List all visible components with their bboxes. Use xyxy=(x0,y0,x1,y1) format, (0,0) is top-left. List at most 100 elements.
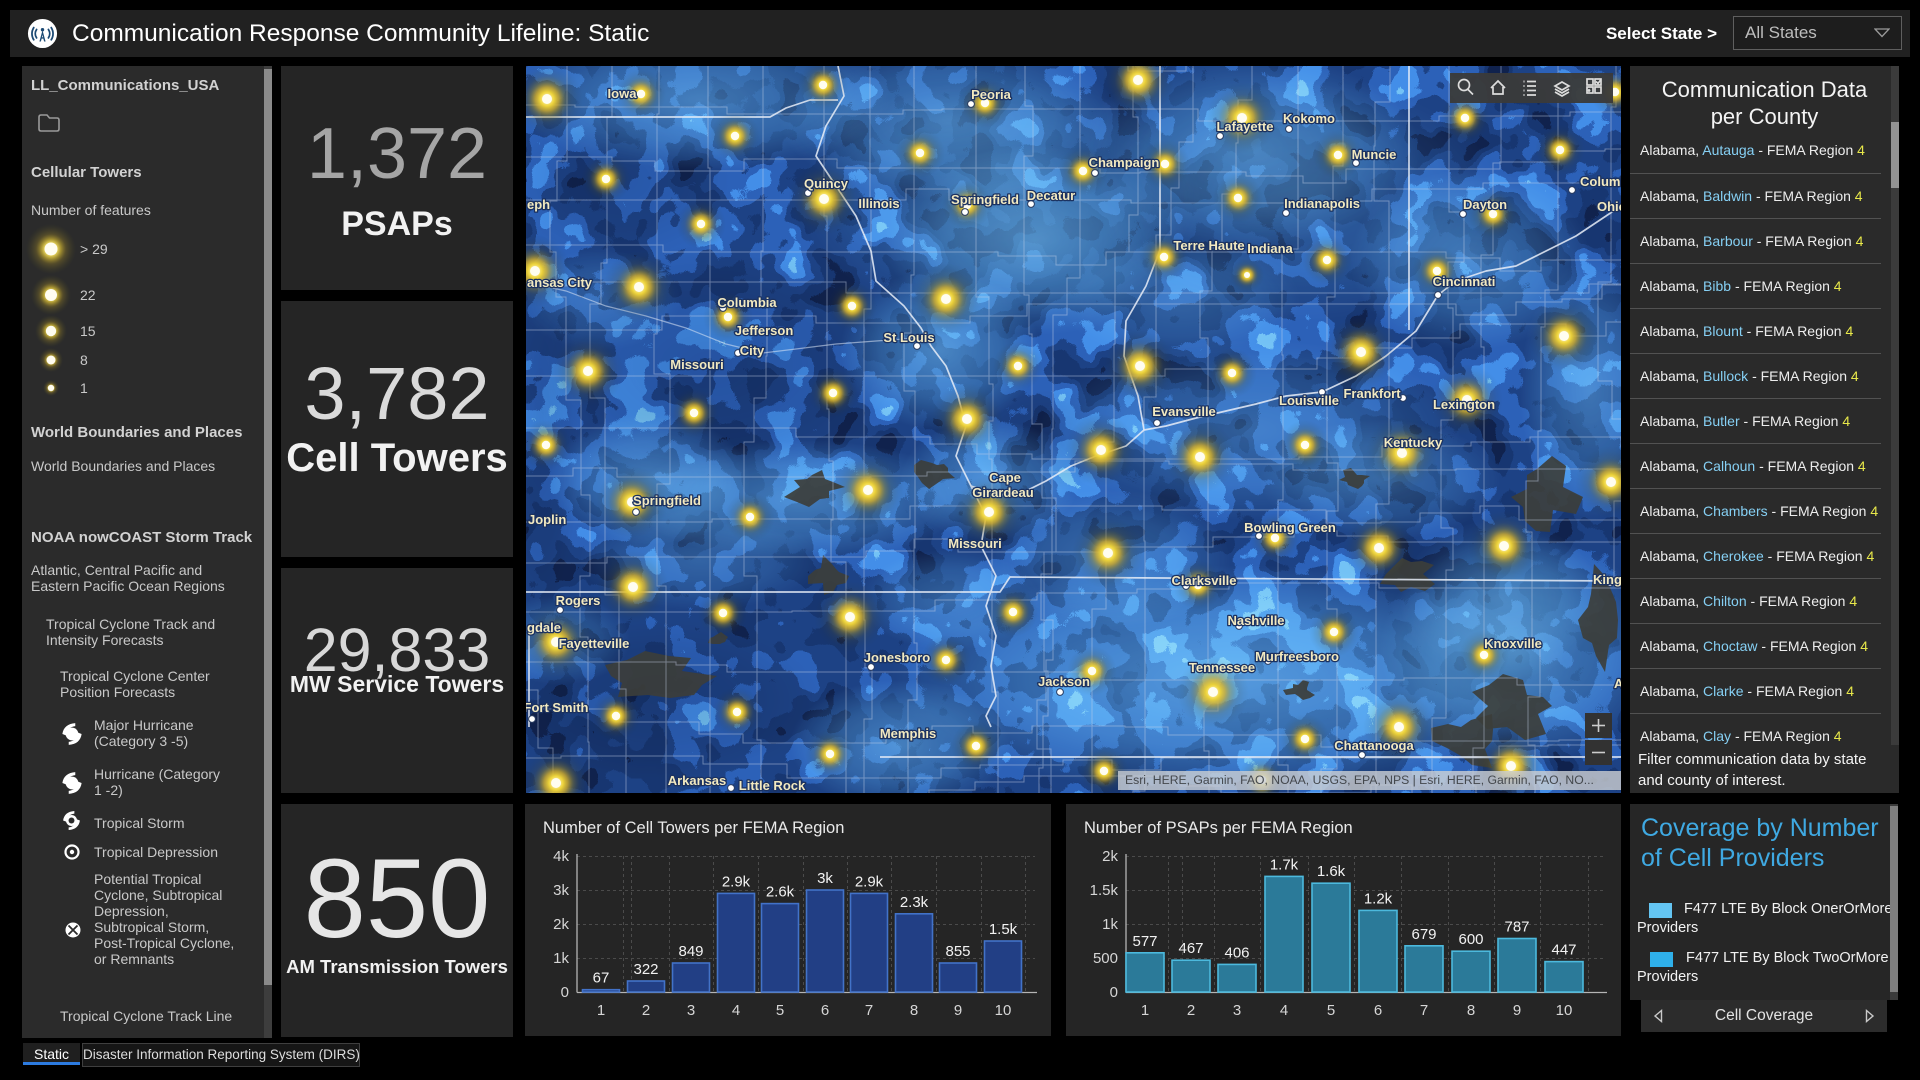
svg-text:10: 10 xyxy=(995,1002,1012,1019)
svg-text:Illinois: Illinois xyxy=(858,196,899,211)
svg-text:Bowling Green: Bowling Green xyxy=(1244,520,1336,535)
svg-text:Arkansas: Arkansas xyxy=(668,773,727,788)
svg-text:1: 1 xyxy=(597,1002,605,1019)
svg-text:Knoxville: Knoxville xyxy=(1484,636,1542,651)
svg-text:4k: 4k xyxy=(553,848,569,865)
svg-text:2k: 2k xyxy=(553,916,569,933)
svg-text:Jefferson: Jefferson xyxy=(735,323,794,338)
svg-text:Kingsport: Kingsport xyxy=(1593,572,1621,587)
svg-text:1.5k: 1.5k xyxy=(1090,882,1119,899)
svg-text:Lexington: Lexington xyxy=(1433,397,1495,412)
svg-text:6: 6 xyxy=(821,1002,829,1019)
svg-text:Peoria: Peoria xyxy=(971,87,1012,102)
svg-text:3: 3 xyxy=(1233,1002,1241,1019)
svg-text:Terre Haute: Terre Haute xyxy=(1173,238,1244,253)
svg-text:67: 67 xyxy=(593,970,610,987)
svg-text:ansas City: ansas City xyxy=(527,275,593,290)
svg-text:Kokomo: Kokomo xyxy=(1283,111,1335,126)
svg-text:City: City xyxy=(740,343,765,358)
svg-text:Jackson: Jackson xyxy=(1038,674,1090,689)
svg-text:447: 447 xyxy=(1551,942,1576,959)
svg-text:Tennessee: Tennessee xyxy=(1189,660,1255,675)
svg-text:Nashville: Nashville xyxy=(1227,613,1284,628)
svg-text:3k: 3k xyxy=(553,882,569,899)
svg-text:1.5k: 1.5k xyxy=(989,921,1018,938)
svg-text:Joplin: Joplin xyxy=(528,512,566,527)
svg-text:Kentucky: Kentucky xyxy=(1384,435,1443,450)
svg-text:849: 849 xyxy=(678,943,703,960)
svg-text:9: 9 xyxy=(954,1002,962,1019)
svg-text:0: 0 xyxy=(561,984,569,1001)
svg-text:1k: 1k xyxy=(1102,916,1118,933)
svg-text:Fort Smith: Fort Smith xyxy=(526,700,589,715)
svg-text:3: 3 xyxy=(687,1002,695,1019)
svg-text:Jonesboro: Jonesboro xyxy=(864,650,931,665)
svg-text:St Louis: St Louis xyxy=(883,330,934,345)
svg-text:2: 2 xyxy=(1187,1002,1195,1019)
svg-text:Columbus: Columbus xyxy=(1580,174,1621,189)
svg-text:406: 406 xyxy=(1224,944,1249,961)
svg-text:Missouri: Missouri xyxy=(948,536,1001,551)
svg-text:Clarksville: Clarksville xyxy=(1171,573,1236,588)
svg-text:Champaign: Champaign xyxy=(1089,155,1160,170)
svg-text:787: 787 xyxy=(1504,919,1529,936)
svg-text:Iowa: Iowa xyxy=(608,86,638,101)
svg-text:Dayton: Dayton xyxy=(1463,197,1507,212)
svg-text:Cincinnati: Cincinnati xyxy=(1433,274,1496,289)
svg-text:Louisville: Louisville xyxy=(1279,393,1339,408)
svg-text:Columbia: Columbia xyxy=(717,295,777,310)
svg-text:6: 6 xyxy=(1374,1002,1382,1019)
svg-text:500: 500 xyxy=(1093,950,1118,967)
svg-text:322: 322 xyxy=(633,961,658,978)
svg-text:855: 855 xyxy=(945,943,970,960)
svg-text:3k: 3k xyxy=(817,870,833,887)
svg-text:Memphis: Memphis xyxy=(880,726,936,741)
svg-text:A: A xyxy=(1614,676,1621,691)
svg-text:Indiana: Indiana xyxy=(1247,241,1293,256)
svg-text:2.9k: 2.9k xyxy=(855,873,884,890)
svg-text:2: 2 xyxy=(642,1002,650,1019)
svg-text:577: 577 xyxy=(1132,933,1157,950)
svg-text:4: 4 xyxy=(1280,1002,1288,1019)
svg-text:Cape: Cape xyxy=(989,470,1021,485)
svg-text:Chattanooga: Chattanooga xyxy=(1334,738,1414,753)
svg-text:2k: 2k xyxy=(1102,848,1118,865)
svg-text:Lafayette: Lafayette xyxy=(1216,119,1273,134)
svg-text:Frankfort: Frankfort xyxy=(1343,386,1401,401)
svg-text:Fayetteville: Fayetteville xyxy=(559,636,630,651)
svg-text:8: 8 xyxy=(1467,1002,1475,1019)
svg-text:Indianapolis: Indianapolis xyxy=(1284,196,1360,211)
svg-text:2.3k: 2.3k xyxy=(900,894,929,911)
svg-text:Springfield: Springfield xyxy=(633,493,701,508)
svg-text:Number of PSAPs per FEMA Regio: Number of PSAPs per FEMA Region xyxy=(1084,819,1353,837)
svg-text:Muncie: Muncie xyxy=(1352,147,1397,162)
svg-text:467: 467 xyxy=(1178,940,1203,957)
svg-text:Springfield: Springfield xyxy=(951,192,1019,207)
svg-text:600: 600 xyxy=(1458,931,1483,948)
svg-text:Missouri: Missouri xyxy=(670,357,723,372)
svg-text:8: 8 xyxy=(910,1002,918,1019)
svg-text:5: 5 xyxy=(776,1002,784,1019)
svg-text:1: 1 xyxy=(1141,1002,1149,1019)
svg-text:0: 0 xyxy=(1110,984,1118,1001)
svg-text:Esri, HERE, Garmin, FAO, NOAA,: Esri, HERE, Garmin, FAO, NOAA, USGS, EPA… xyxy=(1125,773,1594,787)
svg-text:7: 7 xyxy=(1420,1002,1428,1019)
svg-text:Evansville: Evansville xyxy=(1152,404,1216,419)
svg-text:Ohio: Ohio xyxy=(1597,199,1621,214)
svg-text:Number of Cell Towers per FEMA: Number of Cell Towers per FEMA Region xyxy=(543,819,844,837)
svg-text:679: 679 xyxy=(1411,926,1436,943)
svg-text:1.7k: 1.7k xyxy=(1270,856,1299,873)
svg-text:4: 4 xyxy=(732,1002,740,1019)
svg-text:5: 5 xyxy=(1327,1002,1335,1019)
svg-text:1.6k: 1.6k xyxy=(1317,863,1346,880)
svg-text:1k: 1k xyxy=(553,950,569,967)
svg-text:9: 9 xyxy=(1513,1002,1521,1019)
svg-text:Rogers: Rogers xyxy=(556,593,601,608)
svg-text:2.6k: 2.6k xyxy=(766,884,795,901)
svg-text:eph: eph xyxy=(527,197,550,212)
svg-text:Quincy: Quincy xyxy=(804,176,849,191)
svg-text:2.9k: 2.9k xyxy=(722,873,751,890)
svg-text:gdale: gdale xyxy=(527,620,561,635)
svg-text:10: 10 xyxy=(1556,1002,1573,1019)
svg-text:1.2k: 1.2k xyxy=(1364,890,1393,907)
